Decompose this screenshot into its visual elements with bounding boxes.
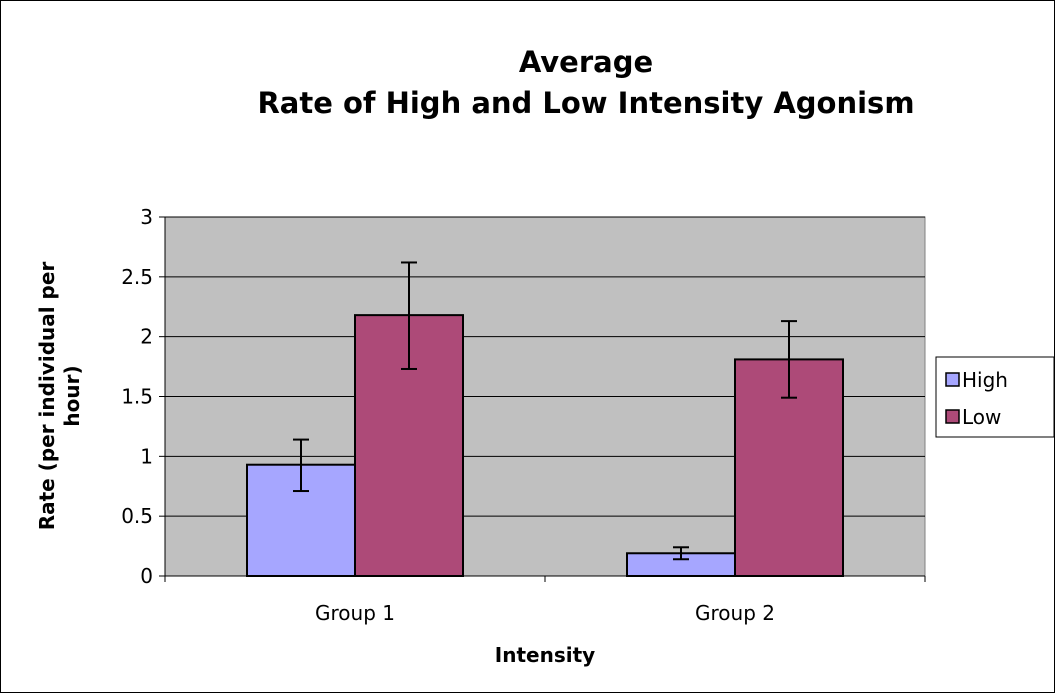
y-tick-label: 2 xyxy=(140,325,153,349)
legend-label-low: Low xyxy=(962,405,1001,429)
legend-label-high: High xyxy=(962,368,1008,392)
x-axis-title: Intensity xyxy=(495,643,595,667)
y-axis-title-line-1: Rate (per individual per xyxy=(35,262,59,531)
y-tick-label: 2.5 xyxy=(121,265,153,289)
chart-title-line-1: Average xyxy=(519,45,653,79)
y-tick-label: 0 xyxy=(140,564,153,588)
legend: High Low xyxy=(935,356,1055,438)
tick-labels: 0 0.5 1 1.5 2 2.5 3 Group 1 Group 2 xyxy=(121,205,775,625)
x-tick-label: Group 2 xyxy=(695,601,775,625)
y-tick-label: 0.5 xyxy=(121,504,153,528)
legend-swatch-low xyxy=(945,409,960,424)
error-bars xyxy=(293,261,797,561)
x-tick-label: Group 1 xyxy=(315,601,395,625)
chart-title-line-2: Rate of High and Low Intensity Agonism xyxy=(257,86,914,120)
y-tick-label: 1 xyxy=(140,444,153,468)
axes xyxy=(159,216,926,582)
y-axis-title-line-2: hour) xyxy=(60,365,84,426)
y-tick-label: 3 xyxy=(140,205,153,229)
y-tick-label: 1.5 xyxy=(121,385,153,409)
y-axis-title: Rate (per individual per hour) xyxy=(35,262,84,531)
legend-swatch-high xyxy=(945,372,960,387)
